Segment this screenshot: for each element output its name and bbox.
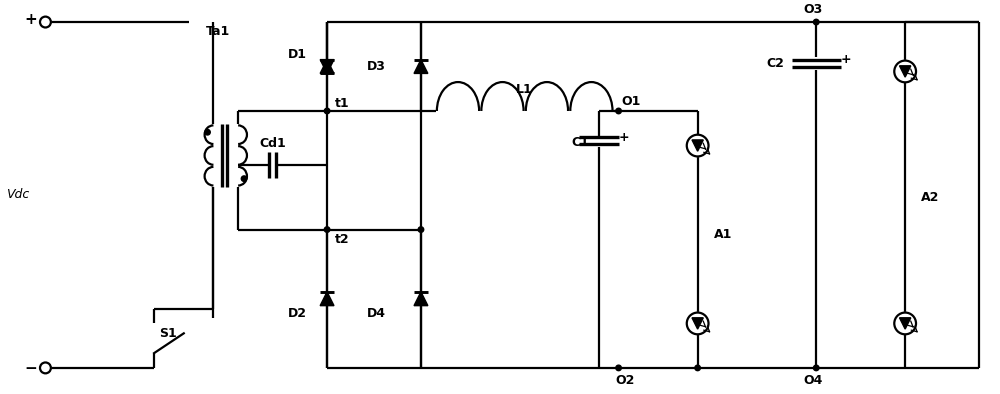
Circle shape: [616, 365, 621, 371]
Text: +: +: [618, 131, 629, 144]
Text: O2: O2: [616, 374, 635, 387]
Text: D2: D2: [288, 307, 307, 320]
Polygon shape: [692, 140, 703, 151]
Circle shape: [894, 61, 916, 82]
Circle shape: [687, 135, 709, 156]
Polygon shape: [900, 318, 911, 329]
Circle shape: [241, 176, 247, 182]
Circle shape: [687, 312, 709, 334]
Text: +: +: [841, 53, 851, 66]
Text: +: +: [25, 11, 38, 26]
Text: C1: C1: [571, 136, 589, 149]
Circle shape: [616, 108, 621, 114]
Circle shape: [418, 227, 424, 232]
Circle shape: [324, 108, 330, 114]
Text: C2: C2: [767, 57, 785, 70]
Text: A1: A1: [713, 228, 732, 241]
Circle shape: [324, 227, 330, 232]
Circle shape: [695, 365, 700, 371]
Text: O1: O1: [622, 95, 641, 108]
Text: O4: O4: [804, 374, 823, 387]
Text: t1: t1: [335, 97, 350, 110]
Text: A2: A2: [921, 191, 939, 204]
Text: t2: t2: [335, 233, 350, 246]
Polygon shape: [414, 292, 428, 306]
Text: Vdc: Vdc: [6, 188, 29, 201]
Circle shape: [813, 365, 819, 371]
Circle shape: [40, 362, 51, 374]
Text: O3: O3: [804, 3, 823, 16]
Circle shape: [40, 17, 51, 28]
Polygon shape: [692, 318, 703, 329]
Text: Ta1: Ta1: [206, 26, 230, 39]
Text: D4: D4: [367, 307, 386, 320]
Polygon shape: [900, 66, 911, 77]
Circle shape: [813, 19, 819, 25]
Text: −: −: [25, 361, 38, 376]
Text: D3: D3: [367, 60, 385, 73]
Polygon shape: [320, 292, 334, 306]
Circle shape: [894, 312, 916, 334]
Text: Cd1: Cd1: [259, 137, 286, 150]
Text: L1: L1: [516, 83, 533, 96]
Polygon shape: [414, 59, 428, 73]
Text: D1: D1: [288, 48, 307, 61]
Circle shape: [205, 130, 210, 135]
Text: S1: S1: [159, 327, 177, 340]
Polygon shape: [320, 59, 334, 73]
Polygon shape: [320, 59, 334, 73]
